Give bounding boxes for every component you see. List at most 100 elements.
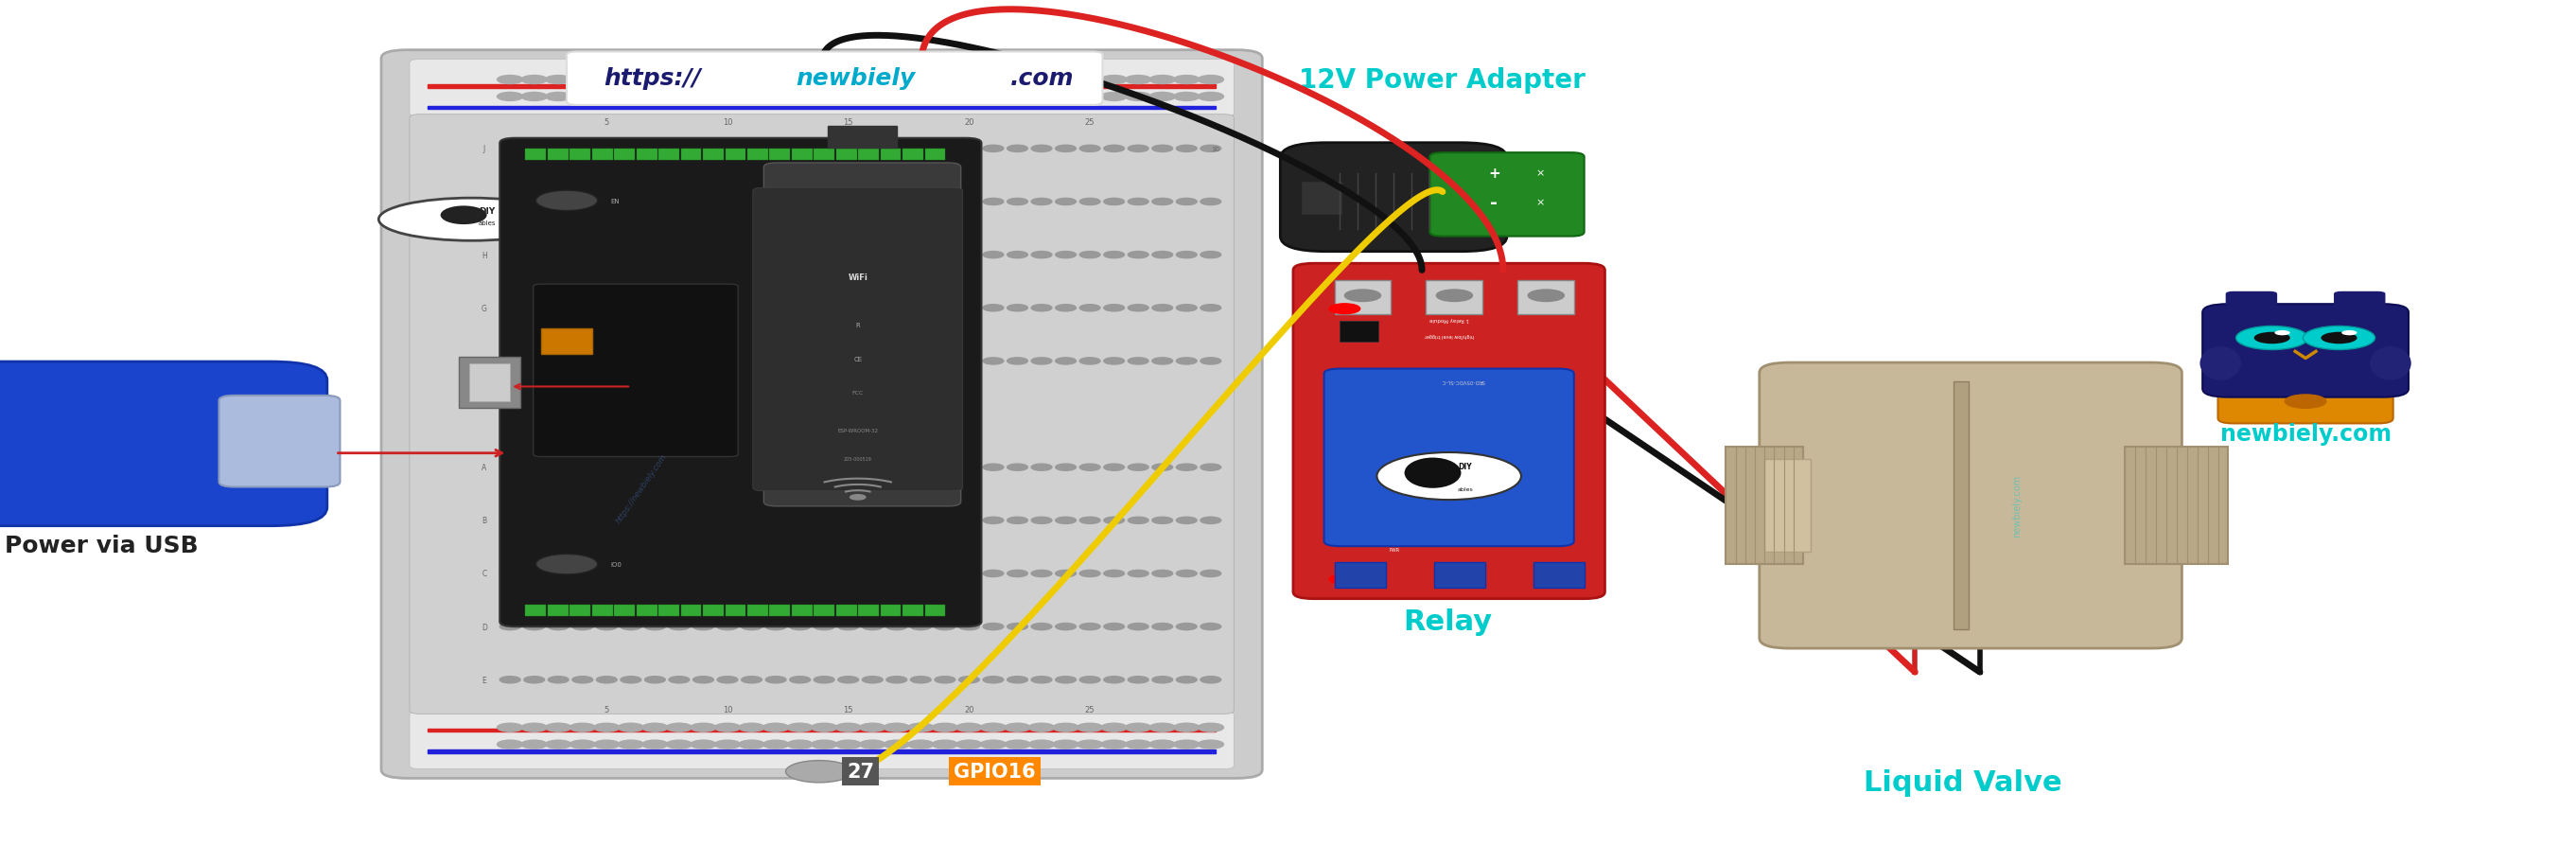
Circle shape [814, 305, 835, 312]
Circle shape [886, 517, 907, 524]
Circle shape [811, 740, 837, 749]
Bar [592, 149, 613, 161]
Circle shape [1177, 570, 1198, 577]
Circle shape [644, 464, 665, 471]
Circle shape [523, 570, 544, 577]
Text: 5: 5 [605, 118, 608, 127]
Circle shape [837, 624, 858, 630]
Circle shape [644, 677, 665, 684]
Circle shape [1100, 723, 1126, 732]
Circle shape [863, 570, 884, 577]
Circle shape [956, 740, 981, 749]
Text: Power via USB: Power via USB [5, 535, 198, 557]
Circle shape [546, 76, 572, 85]
Circle shape [1103, 464, 1123, 471]
Circle shape [1149, 723, 1175, 732]
Circle shape [621, 358, 641, 365]
Circle shape [1030, 199, 1051, 206]
Circle shape [791, 146, 811, 152]
Circle shape [1079, 464, 1100, 471]
Circle shape [1149, 93, 1175, 102]
Circle shape [497, 93, 523, 102]
FancyBboxPatch shape [1324, 369, 1574, 547]
Circle shape [762, 76, 788, 85]
Circle shape [670, 146, 690, 152]
Circle shape [814, 464, 835, 471]
Text: H: H [482, 251, 487, 260]
Circle shape [791, 199, 811, 206]
Bar [827, 127, 896, 148]
Circle shape [935, 677, 956, 684]
Circle shape [667, 93, 693, 102]
Circle shape [2254, 332, 2290, 344]
Circle shape [886, 677, 907, 684]
Circle shape [742, 464, 762, 471]
Text: newbiely.com: newbiely.com [2012, 475, 2022, 537]
Circle shape [1007, 677, 1028, 684]
Circle shape [958, 305, 979, 312]
Circle shape [618, 76, 644, 85]
Circle shape [1128, 464, 1149, 471]
Circle shape [1007, 464, 1028, 471]
Text: +: + [1489, 167, 1499, 180]
Circle shape [1175, 723, 1200, 732]
Text: D: D [482, 623, 487, 631]
Circle shape [762, 740, 788, 749]
Circle shape [886, 252, 907, 259]
Circle shape [981, 76, 1007, 85]
Circle shape [762, 723, 788, 732]
Circle shape [1177, 305, 1198, 312]
Circle shape [1030, 570, 1051, 577]
Circle shape [765, 464, 786, 471]
Circle shape [1028, 723, 1054, 732]
Circle shape [884, 76, 909, 85]
Circle shape [907, 93, 933, 102]
Circle shape [837, 358, 858, 365]
Circle shape [860, 740, 886, 749]
Circle shape [500, 252, 520, 259]
FancyBboxPatch shape [2218, 380, 2393, 424]
Bar [1517, 281, 1574, 315]
Bar [636, 605, 657, 617]
Text: https://newbiely.com: https://newbiely.com [613, 452, 670, 525]
Circle shape [884, 93, 909, 102]
Circle shape [690, 76, 716, 85]
Text: high/low level trigger: high/low level trigger [1425, 332, 1473, 338]
Circle shape [1079, 517, 1100, 524]
Circle shape [1079, 570, 1100, 577]
Circle shape [569, 93, 595, 102]
Circle shape [2303, 327, 2375, 350]
Circle shape [641, 740, 667, 749]
Bar [541, 329, 592, 354]
Circle shape [742, 358, 762, 365]
Circle shape [837, 252, 858, 259]
FancyBboxPatch shape [0, 362, 327, 526]
Bar [703, 149, 724, 161]
Circle shape [788, 93, 814, 102]
Bar [1334, 281, 1391, 315]
Circle shape [644, 358, 665, 365]
Circle shape [1151, 358, 1172, 365]
Circle shape [909, 305, 930, 312]
Circle shape [670, 517, 690, 524]
Text: DIY: DIY [479, 207, 495, 216]
Text: B: B [482, 516, 487, 525]
Circle shape [863, 517, 884, 524]
Circle shape [984, 252, 1005, 259]
Circle shape [1103, 358, 1123, 365]
Circle shape [958, 570, 979, 577]
Circle shape [598, 570, 618, 577]
Circle shape [549, 464, 569, 471]
Bar [925, 605, 945, 617]
Circle shape [1079, 358, 1100, 365]
Circle shape [788, 723, 814, 732]
Circle shape [497, 740, 523, 749]
FancyBboxPatch shape [1280, 143, 1507, 252]
Text: E: E [482, 676, 487, 684]
Circle shape [714, 76, 739, 85]
Circle shape [742, 517, 762, 524]
Circle shape [1177, 517, 1198, 524]
Circle shape [791, 570, 811, 577]
Bar [791, 605, 811, 617]
Circle shape [837, 570, 858, 577]
